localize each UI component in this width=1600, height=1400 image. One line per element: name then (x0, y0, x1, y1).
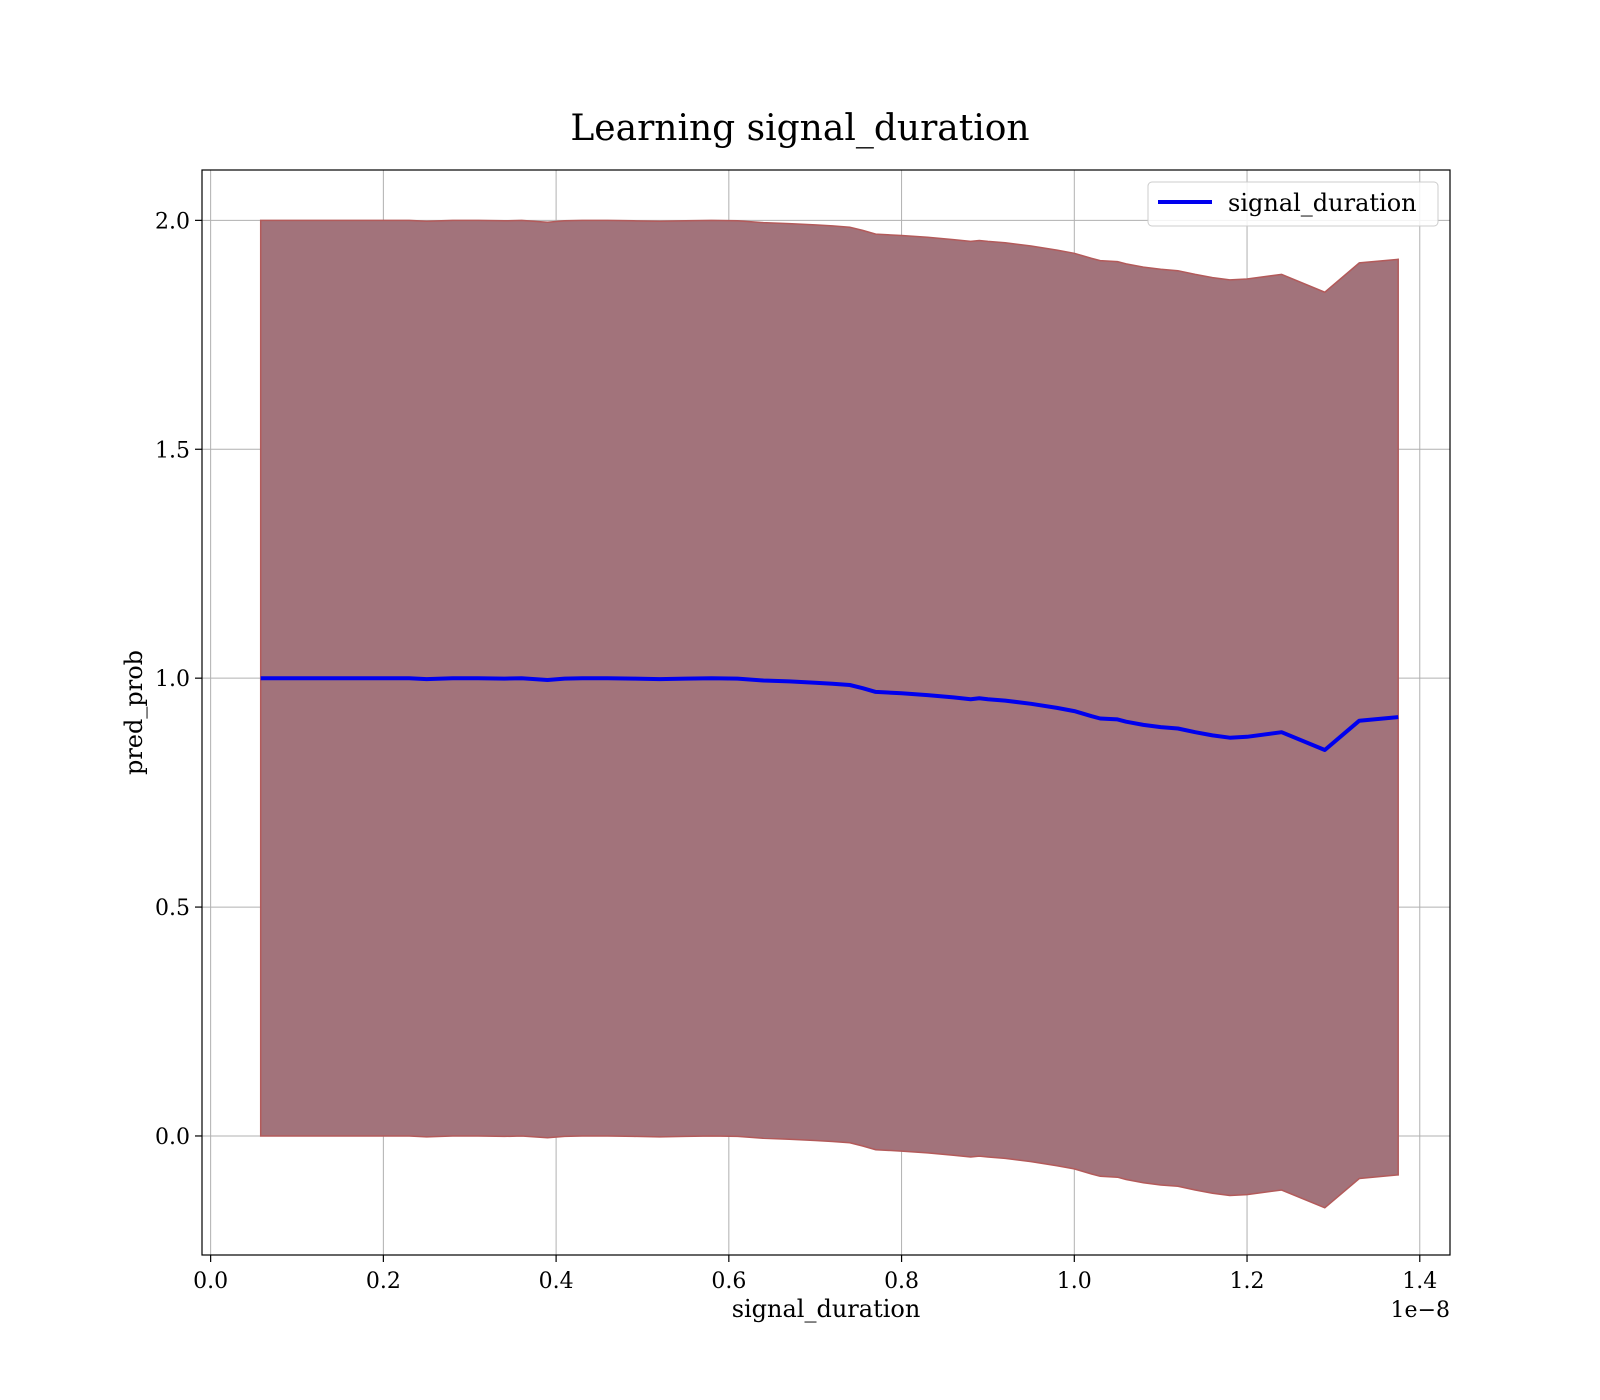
series-lines (260, 676, 1399, 752)
confidence-band (259, 219, 1399, 1209)
confidence-band-area (259, 219, 1399, 1209)
x-axis-label: signal_duration (732, 1295, 921, 1323)
series-line-signal-duration (260, 676, 1399, 752)
legend: signal_duration (1147, 181, 1439, 227)
y-tick-label: 1.5 (155, 438, 190, 463)
x-tick-label: 1.4 (1402, 1269, 1437, 1294)
legend-box (1147, 181, 1439, 227)
x-tick-label: 0.2 (366, 1269, 401, 1294)
y-axis-label: pred_prob (120, 650, 148, 775)
chart-title: Learning signal_duration (570, 108, 1029, 149)
x-tick-label: 1.2 (1230, 1269, 1265, 1294)
axis-ticks: 0.0 0.2 0.4 0.6 0.8 1.0 1.2 1.4 0.0 0.5 1.0 1.5 2.0 (155, 209, 1437, 1294)
x-tick-label: 0.8 (884, 1269, 919, 1294)
x-tick-label: 0.0 (193, 1269, 228, 1294)
plot-frame (201, 169, 1451, 1256)
y-tick-label: 0.5 (155, 896, 190, 921)
x-axis-offset-label: 1e−8 (1391, 1298, 1450, 1323)
x-tick-label: 0.6 (711, 1269, 746, 1294)
y-tick-label: 1.0 (155, 667, 190, 692)
x-tick-label: 1.0 (1057, 1269, 1092, 1294)
legend-label-signal-duration: signal_duration (1228, 189, 1417, 217)
y-tick-label: 2.0 (155, 209, 190, 234)
y-tick-label: 0.0 (155, 1125, 190, 1150)
x-tick-label: 0.4 (539, 1269, 574, 1294)
